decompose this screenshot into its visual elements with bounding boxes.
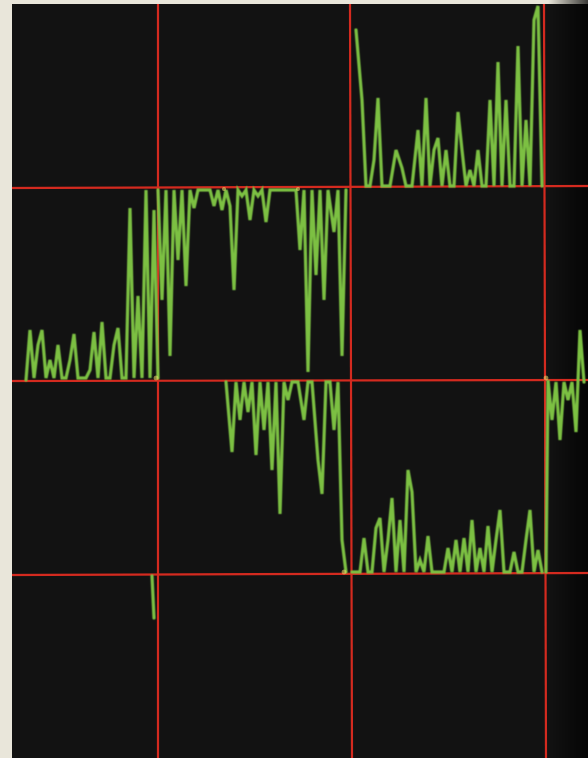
trace-segment (24, 189, 160, 382)
trace-segment (354, 5, 544, 188)
highlight-dot (222, 187, 226, 191)
trace-segment (350, 469, 544, 574)
highlight-dot (296, 187, 300, 191)
trace-grid-highlights (153, 187, 549, 575)
trace-segment (156, 185, 348, 373)
grid-lines (11, 3, 588, 758)
highlight-dot (153, 375, 159, 381)
grid-horizontal-line (11, 571, 588, 577)
trace-segment (544, 329, 586, 574)
highlight-dot (341, 569, 347, 575)
trace-segment (150, 574, 156, 620)
highlight-dot (543, 375, 549, 381)
trace-segment (224, 380, 348, 574)
grid-horizontal-line (11, 184, 588, 190)
signal-traces (24, 5, 586, 620)
grid-horizontal-line (11, 378, 588, 383)
